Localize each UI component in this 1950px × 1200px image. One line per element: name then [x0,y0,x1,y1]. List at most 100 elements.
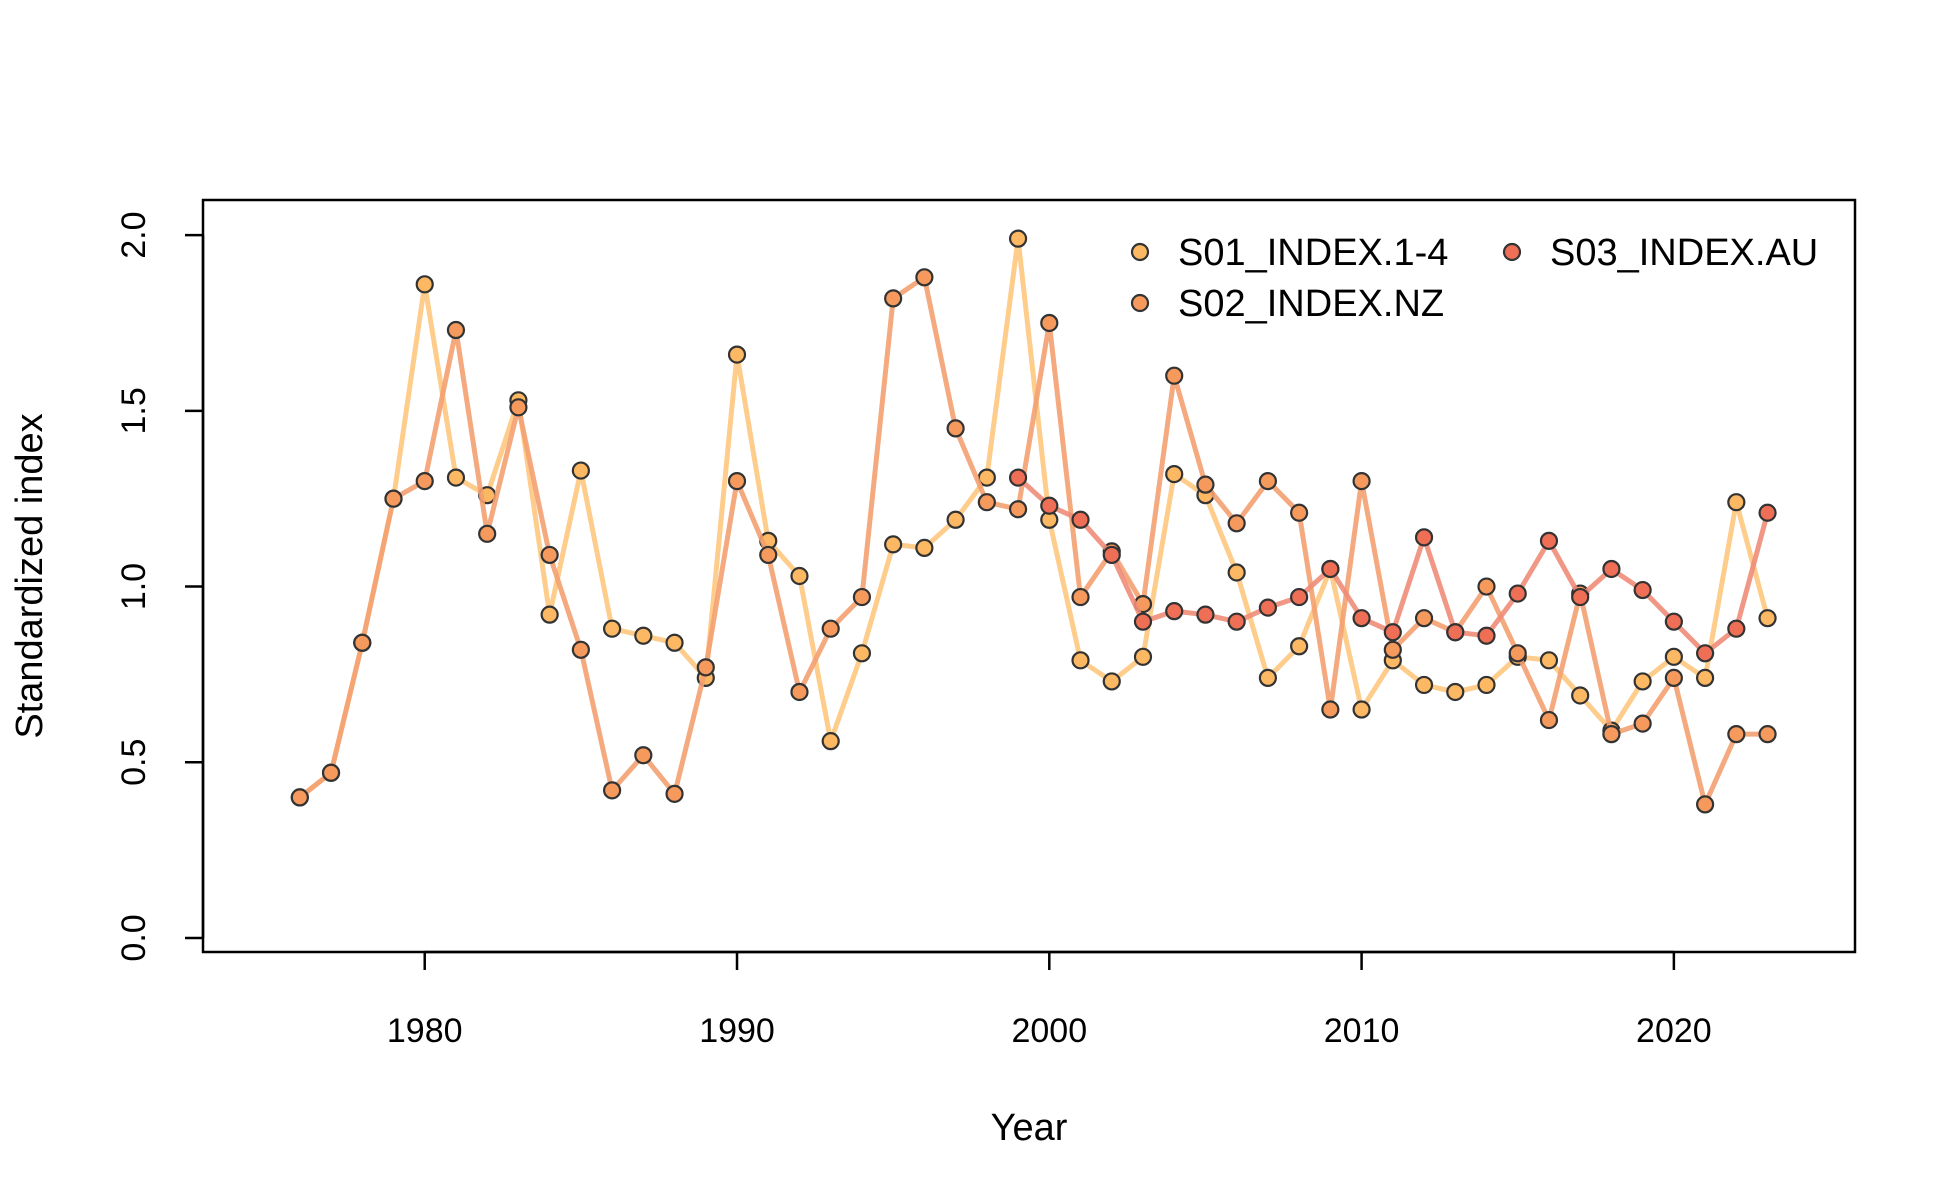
data-point [884,535,903,554]
legend-label: S01_INDEX.1-4 [1178,232,1448,274]
series-3 [1008,468,1777,663]
data-point [1040,313,1059,333]
y-tick-label: 1.5 [115,387,153,434]
x-tick-label: 2020 [1636,1012,1712,1050]
data-point [1414,609,1434,628]
data-point [1258,598,1277,617]
data-point [665,633,684,652]
data-point [1196,475,1215,494]
data-point [915,268,934,287]
data-point [446,320,466,340]
data-point [1633,714,1652,733]
data-point [1446,623,1465,642]
data-point [1227,612,1246,631]
data-point [1133,647,1153,666]
x-tick-label: 2010 [1324,1012,1400,1050]
data-point [415,275,434,294]
data-point [1664,668,1683,688]
data-point [290,788,309,807]
data-point [1508,644,1527,663]
data-point [1165,366,1184,385]
data-point [946,419,965,438]
data-point [1290,637,1309,656]
data-point [353,633,372,652]
data-point [1664,612,1683,631]
data-point [540,605,559,624]
data-point [1321,559,1340,579]
data-point [1727,619,1746,638]
data-point [384,489,403,508]
data-point [1071,510,1090,529]
data-point [790,566,809,586]
x-tick-label: 2000 [1011,1012,1087,1050]
data-point [1696,644,1715,663]
data-point [665,784,684,803]
legend-label: S03_INDEX.AU [1550,232,1818,274]
data-point [1508,584,1527,603]
data-point [790,682,809,702]
y-axis: 0.0 0.5 1.0 1.5 2.0 [115,212,205,962]
data-point [884,289,903,308]
data-point [1727,493,1746,512]
data-point [1227,563,1246,582]
data-point [1102,672,1121,691]
data-point [1446,682,1465,702]
data-point [821,619,840,638]
data-point [1008,500,1028,519]
data-point [415,472,434,491]
data-point [1414,528,1434,547]
x-axis-title: Year [991,1107,1068,1149]
data-point [759,545,778,565]
data-point [1071,587,1090,607]
data-point [1727,725,1746,744]
data-point [1477,626,1496,645]
data-point [1571,587,1590,607]
data-point [1133,612,1153,631]
y-tick-label: 0.0 [115,914,153,961]
data-point [946,510,965,529]
data-point [1227,514,1246,533]
data-point [1383,623,1402,642]
data-point [1352,700,1371,719]
data-point [478,524,497,543]
legend-marker [1130,293,1150,313]
x-axis: 1980 1990 2000 2010 2020 [387,950,1712,1050]
data-point [1633,672,1652,691]
y-tick-label: 2.0 [115,212,153,259]
data-point [540,545,559,565]
data-point [977,493,996,512]
legend: S01_INDEX.1-4 S02_INDEX.NZ S03_INDEX.AU [1130,232,1818,325]
x-tick-label: 1990 [699,1012,775,1050]
data-point [1633,580,1652,600]
data-point [1071,651,1090,670]
data-point [727,345,747,364]
legend-item: S02_INDEX.NZ [1130,283,1444,325]
data-point [571,640,590,659]
y-axis-title: Standardized index [9,413,51,738]
data-point [852,644,872,663]
data-point [1196,605,1215,624]
data-point [1008,229,1028,248]
legend-item: S01_INDEX.1-4 [1130,232,1448,274]
data-point [571,461,590,480]
data-point [727,472,747,491]
data-point [821,732,840,751]
data-point [1696,668,1715,688]
legend-item: S03_INDEX.AU [1502,232,1818,274]
data-point [1290,503,1309,522]
data-point [915,538,934,557]
data-point [1165,464,1184,484]
legend-label: S02_INDEX.NZ [1178,283,1444,325]
data-point [1758,609,1777,628]
data-point [1165,602,1184,621]
data-point [1664,647,1683,666]
data-point [1602,725,1621,744]
data-point [321,763,341,782]
data-point [1258,472,1277,491]
y-tick-label: 0.5 [115,739,153,786]
data-point [1758,503,1777,522]
data-point [852,587,872,607]
data-point [446,468,466,487]
data-point [1477,577,1496,596]
